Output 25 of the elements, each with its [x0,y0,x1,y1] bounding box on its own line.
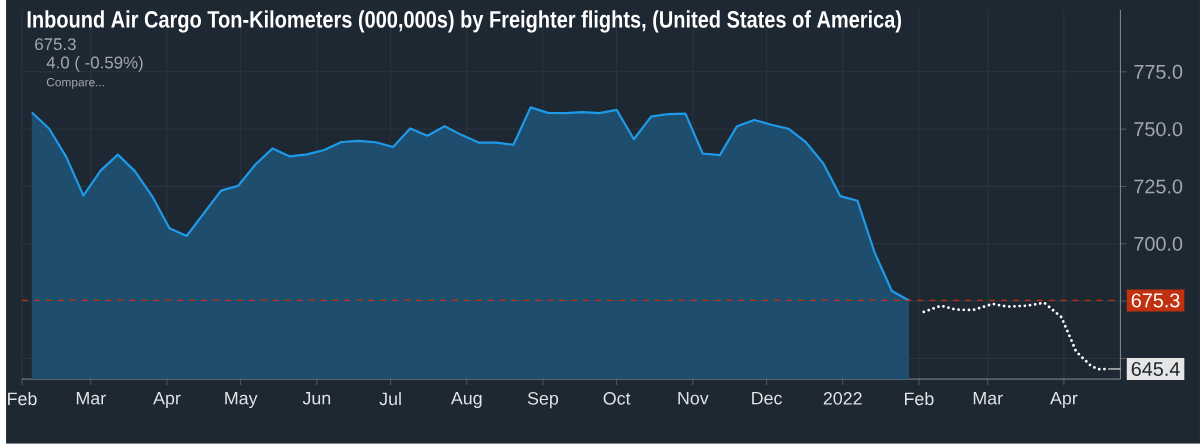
x-tick-label: Dec [752,392,782,405]
x-tick-label: Jun [302,392,331,405]
x-tick-label: Feb [904,392,934,406]
annotation: 645.4 [1131,362,1180,377]
x-tick-label: Sep [527,392,559,409]
x-tick-label: Feb [8,392,37,406]
y-tick-label: 700.0 [1134,236,1183,251]
chart-title: Inbound Air Cargo Ton-Kilometers (000,000s) by Freighter flights, (United States of America) [27,10,902,33]
y-tick-label: 725.0 [1134,179,1183,194]
x-tick-label: Oct [603,392,631,405]
x-tick-label: Apr [1050,392,1078,409]
x-tick-label: Jul [379,392,401,406]
x-tick-label: Mar [973,392,1003,405]
x-tick-label: Mar [76,392,106,405]
x-tick-label: 2022 [823,392,862,405]
annotation: Compare... [46,78,104,89]
x-tick-label: May [225,392,258,409]
annotation: 675.3 [35,38,76,51]
y-tick-label: 775.0 [1134,64,1183,79]
x-tick-label: Nov [678,392,709,405]
ref-line-label: 675.3 [1131,293,1180,308]
annotation: 4.0 ( -0.59%) [46,56,143,72]
x-tick-label: Apr [153,392,181,409]
x-tick-label: Aug [450,392,482,409]
y-tick-label: 750.0 [1134,122,1183,137]
